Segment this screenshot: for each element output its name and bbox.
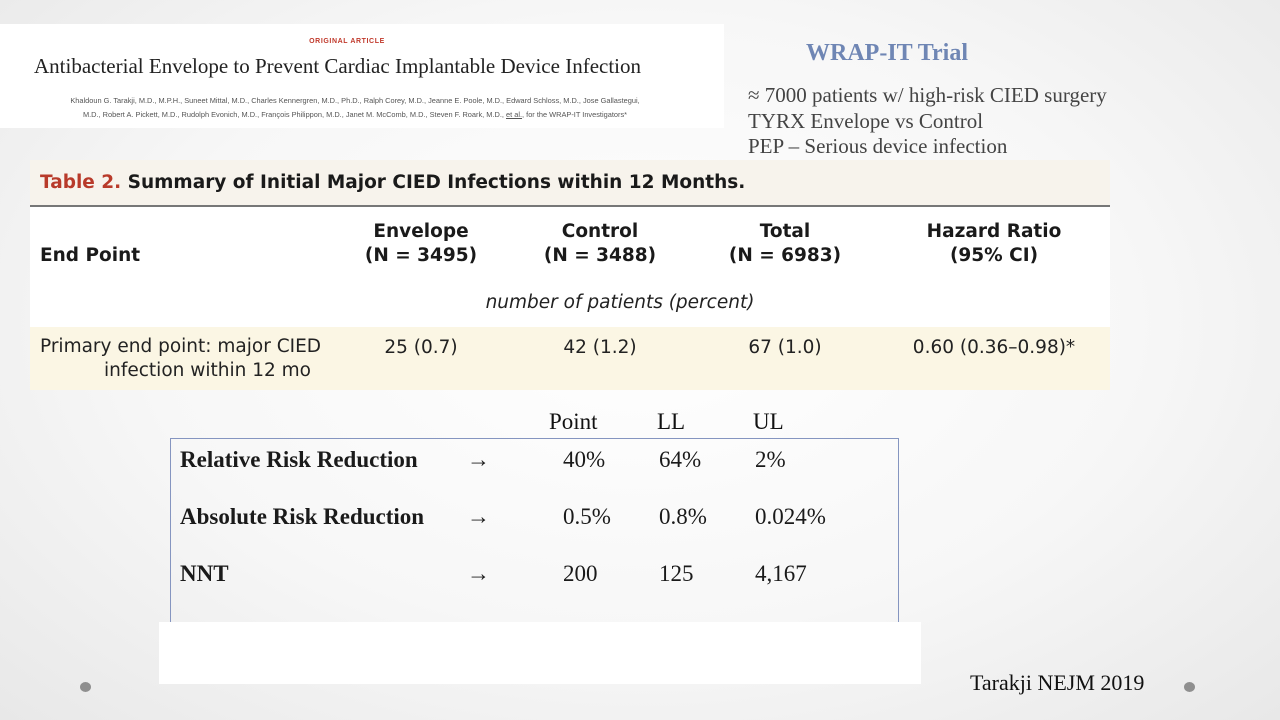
- risk-calculation-box: Relative Risk Reduction → 40% 64% 2% Abs…: [170, 438, 899, 628]
- table-subheader: number of patients (percent): [485, 292, 755, 313]
- header-total-n: (N = 6983): [728, 245, 842, 266]
- calc-ll: 0.8%: [659, 504, 707, 529]
- header-envelope-label: Envelope: [373, 221, 469, 242]
- arrow-icon: →: [467, 447, 490, 472]
- article-authors: Khaldoun G. Tarakji, M.D., M.P.H., Sunee…: [10, 94, 700, 122]
- header-hr-ci: (95% CI): [949, 245, 1039, 266]
- citation: Tarakji NEJM 2019: [970, 670, 1145, 695]
- trial-bullet: TYRX Envelope vs Control: [748, 108, 984, 133]
- col-header-point: Point: [549, 409, 598, 434]
- et-al-link[interactable]: et al.: [506, 110, 523, 119]
- calc-point: 0.5%: [563, 504, 611, 529]
- header-control: Control (N = 3488): [535, 220, 665, 268]
- calc-ul: 2%: [755, 447, 786, 472]
- calc-row-nnt: NNT → 200 125 4,167: [171, 561, 898, 591]
- calc-ll: 64%: [659, 447, 702, 472]
- row-endpoint-line2: infection within 12 mo: [104, 360, 312, 381]
- header-total-label: Total: [759, 221, 811, 242]
- arrow-icon: →: [467, 504, 490, 529]
- row-total: 67 (1.0): [748, 337, 822, 358]
- authors-line-2: M.D., Robert A. Pickett, M.D., Rudolph E…: [10, 108, 700, 122]
- row-hazard-ratio: 0.60 (0.36–0.98)*: [912, 337, 1076, 358]
- calc-ll: 125: [659, 561, 694, 586]
- calc-point: 200: [563, 561, 598, 586]
- white-cover-block: [159, 622, 921, 684]
- authors-line-2-pre: M.D., Robert A. Pickett, M.D., Rudolph E…: [82, 110, 504, 119]
- arrow-icon: →: [467, 561, 490, 586]
- trial-title: WRAP-IT Trial: [806, 40, 969, 66]
- slide-dot-right: [1184, 682, 1195, 692]
- authors-line-1: Khaldoun G. Tarakji, M.D., M.P.H., Sunee…: [70, 96, 640, 105]
- row-endpoint-line1: Primary end point: major CIED: [40, 336, 322, 357]
- table-2: Table 2. Summary of Initial Major CIED I…: [30, 160, 1110, 390]
- table-caption-text: Summary of Initial Major CIED Infections…: [127, 172, 746, 193]
- col-header-ul: UL: [753, 409, 784, 434]
- header-endpoint: End Point: [40, 245, 141, 266]
- calc-ul: 0.024%: [755, 504, 826, 529]
- trial-bullet: ≈ 7000 patients w/ high-risk CIED surger…: [748, 83, 1107, 107]
- header-control-label: Control: [561, 221, 639, 242]
- row-envelope: 25 (0.7): [384, 337, 458, 358]
- article-title: Antibacterial Envelope to Prevent Cardia…: [34, 54, 642, 78]
- calc-label: Absolute Risk Reduction: [180, 504, 425, 529]
- table-rule: [30, 205, 1110, 207]
- table-caption-label: Table 2.: [40, 172, 122, 193]
- header-control-n: (N = 3488): [543, 245, 657, 266]
- header-envelope: Envelope (N = 3495): [356, 220, 486, 268]
- calc-ul: 4,167: [755, 561, 807, 586]
- calc-row-arr: Absolute Risk Reduction → 0.5% 0.8% 0.02…: [171, 504, 898, 534]
- calc-point: 40%: [563, 447, 606, 472]
- header-envelope-n: (N = 3495): [364, 245, 478, 266]
- header-hazard-ratio: Hazard Ratio (95% CI): [906, 220, 1082, 268]
- col-header-ll: LL: [657, 409, 686, 434]
- row-control: 42 (1.2): [563, 337, 637, 358]
- table-row: Primary end point: major CIED infection …: [30, 327, 1110, 390]
- calc-row-rrr: Relative Risk Reduction → 40% 64% 2%: [171, 447, 898, 477]
- trial-bullet: PEP – Serious device infection: [748, 134, 1008, 158]
- authors-line-2-post: , for the WRAP-IT Investigators*: [522, 110, 628, 119]
- calc-label: NNT: [180, 561, 229, 586]
- header-hr-label: Hazard Ratio: [926, 221, 1062, 242]
- row-endpoint: Primary end point: major CIED infection …: [40, 335, 340, 383]
- calc-label: Relative Risk Reduction: [180, 447, 418, 472]
- article-kicker: ORIGINAL ARTICLE: [309, 38, 385, 45]
- trial-bullets: ≈ 7000 patients w/ high-risk CIED surger…: [748, 83, 1107, 160]
- slide-dot-left: [80, 682, 91, 692]
- header-total: Total (N = 6983): [720, 220, 850, 268]
- article-header: ORIGINAL ARTICLE Antibacterial Envelope …: [0, 24, 724, 128]
- table-caption: Table 2. Summary of Initial Major CIED I…: [30, 160, 1110, 206]
